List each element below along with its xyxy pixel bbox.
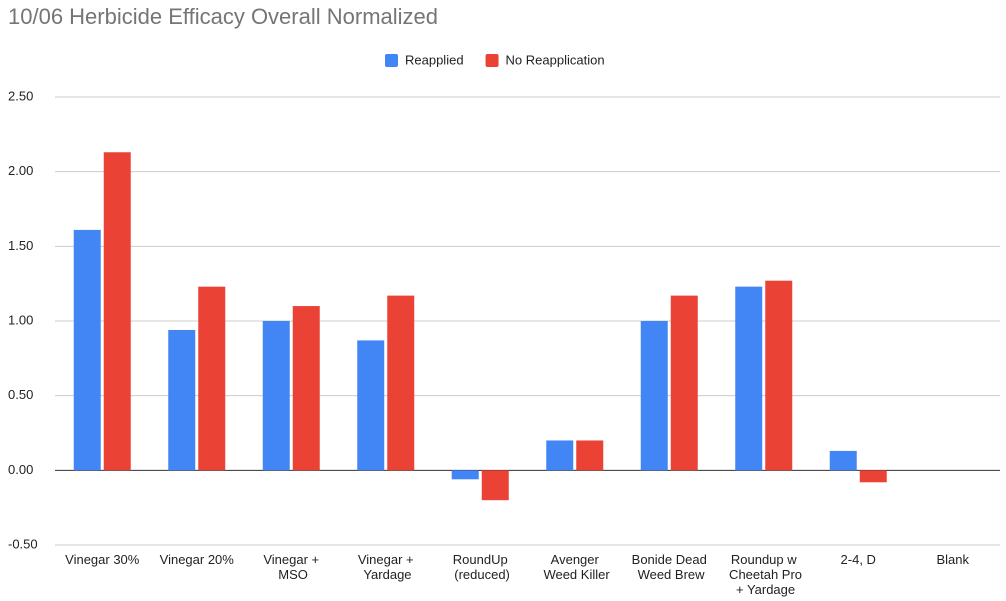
- bar: [735, 286, 763, 471]
- x-tick-label: Roundup w Cheetah Pro + Yardage: [725, 552, 802, 597]
- bar: [387, 295, 415, 471]
- bar: [262, 321, 290, 471]
- x-tick-label: Bonide Dead Weed Brew: [632, 552, 707, 582]
- bar: [829, 450, 857, 471]
- bar: [859, 470, 887, 483]
- x-tick-label: Vinegar 30%: [65, 552, 140, 567]
- bar: [481, 470, 509, 501]
- bar: [640, 321, 668, 471]
- bar: [292, 306, 320, 471]
- y-tick-label: 0.00: [8, 462, 33, 477]
- x-tick-label: RoundUp (reduced): [451, 552, 510, 582]
- chart-title: 10/06 Herbicide Efficacy Overall Normali…: [8, 4, 438, 29]
- y-tick-label: -0.50: [8, 536, 38, 551]
- bar: [576, 440, 604, 471]
- y-tick-label: 1.00: [8, 312, 33, 327]
- bar: [168, 329, 196, 471]
- legend-swatch: [485, 54, 499, 67]
- y-tick-label: 2.50: [8, 88, 33, 103]
- x-tick-label: 2-4, D: [841, 552, 876, 567]
- y-tick-label: 2.00: [8, 163, 33, 178]
- bar: [451, 470, 479, 480]
- bar: [103, 152, 131, 471]
- bar: [670, 295, 698, 471]
- legend-label: No Reapplication: [506, 52, 605, 67]
- bar: [73, 229, 101, 471]
- x-tick-label: Vinegar + Yardage: [358, 552, 414, 582]
- y-tick-label: 0.50: [8, 387, 33, 402]
- bar: [357, 340, 385, 471]
- x-tick-label: Vinegar + MSO: [263, 552, 319, 582]
- legend-label: Reapplied: [405, 52, 464, 67]
- bar: [546, 440, 574, 471]
- bar: [765, 280, 793, 471]
- x-tick-label: Vinegar 20%: [160, 552, 235, 567]
- legend-swatch: [385, 54, 398, 67]
- x-tick-label: Blank: [936, 552, 969, 567]
- bar: [198, 286, 226, 471]
- y-tick-label: 1.50: [8, 238, 33, 253]
- x-tick-label: Avenger Weed Killer: [540, 552, 611, 582]
